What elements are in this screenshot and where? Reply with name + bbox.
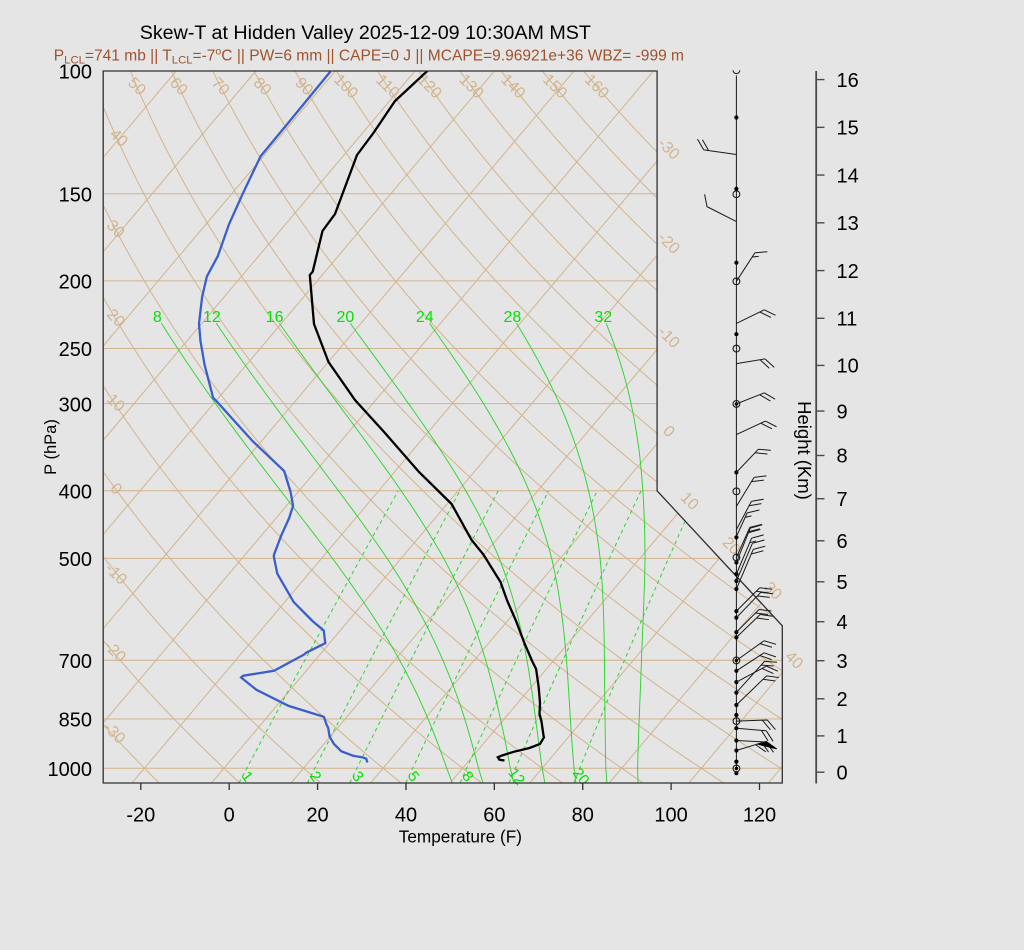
svg-text:14: 14 — [837, 165, 859, 187]
svg-text:60: 60 — [483, 805, 505, 827]
svg-text:9: 9 — [837, 401, 848, 423]
svg-text:4: 4 — [837, 612, 848, 634]
svg-text:8: 8 — [153, 309, 162, 326]
svg-text:150: 150 — [59, 184, 92, 206]
svg-text:120: 120 — [743, 805, 776, 827]
svg-text:40: 40 — [395, 805, 417, 827]
svg-text:100: 100 — [654, 805, 687, 827]
svg-text:16: 16 — [837, 70, 859, 92]
svg-text:2: 2 — [837, 689, 848, 711]
svg-text:P (hPa): P (hPa) — [42, 419, 60, 475]
svg-text:700: 700 — [59, 651, 92, 673]
svg-text:0: 0 — [837, 762, 848, 784]
svg-text:12: 12 — [203, 309, 221, 326]
svg-text:1: 1 — [837, 726, 848, 748]
svg-text:250: 250 — [59, 339, 92, 361]
svg-text:200: 200 — [59, 272, 92, 294]
svg-text:Height (Km): Height (Km) — [794, 401, 815, 500]
svg-text:850: 850 — [59, 710, 92, 732]
svg-text:400: 400 — [59, 481, 92, 503]
svg-text:20: 20 — [337, 309, 355, 326]
svg-text:5: 5 — [837, 572, 848, 594]
svg-text:Skew-T at Hidden Valley 2025-1: Skew-T at Hidden Valley 2025-12-09 10:30… — [140, 22, 591, 44]
svg-text:500: 500 — [59, 549, 92, 571]
svg-text:3: 3 — [837, 651, 848, 673]
svg-text:8: 8 — [837, 446, 848, 468]
svg-text:1000: 1000 — [48, 759, 93, 781]
svg-text:10: 10 — [837, 356, 859, 378]
svg-text:0: 0 — [224, 805, 235, 827]
svg-text:13: 13 — [837, 213, 859, 235]
svg-text:15: 15 — [837, 118, 859, 140]
svg-text:PLCL=741 mb || TLCL=-7oC || PW: PLCL=741 mb || TLCL=-7oC || PW=6 mm || C… — [54, 46, 684, 67]
svg-text:7: 7 — [837, 489, 848, 511]
svg-text:11: 11 — [837, 309, 858, 331]
svg-text:32: 32 — [594, 309, 612, 326]
svg-text:20: 20 — [306, 805, 328, 827]
svg-text:80: 80 — [572, 805, 594, 827]
svg-text:24: 24 — [416, 309, 434, 326]
svg-text:Temperature (F): Temperature (F) — [399, 826, 522, 846]
svg-text:100: 100 — [59, 62, 92, 84]
svg-text:28: 28 — [503, 309, 521, 326]
svg-text:-20: -20 — [126, 805, 155, 827]
svg-text:300: 300 — [59, 394, 92, 416]
svg-text:6: 6 — [837, 531, 848, 553]
svg-text:16: 16 — [266, 309, 284, 326]
svg-text:12: 12 — [837, 261, 859, 283]
